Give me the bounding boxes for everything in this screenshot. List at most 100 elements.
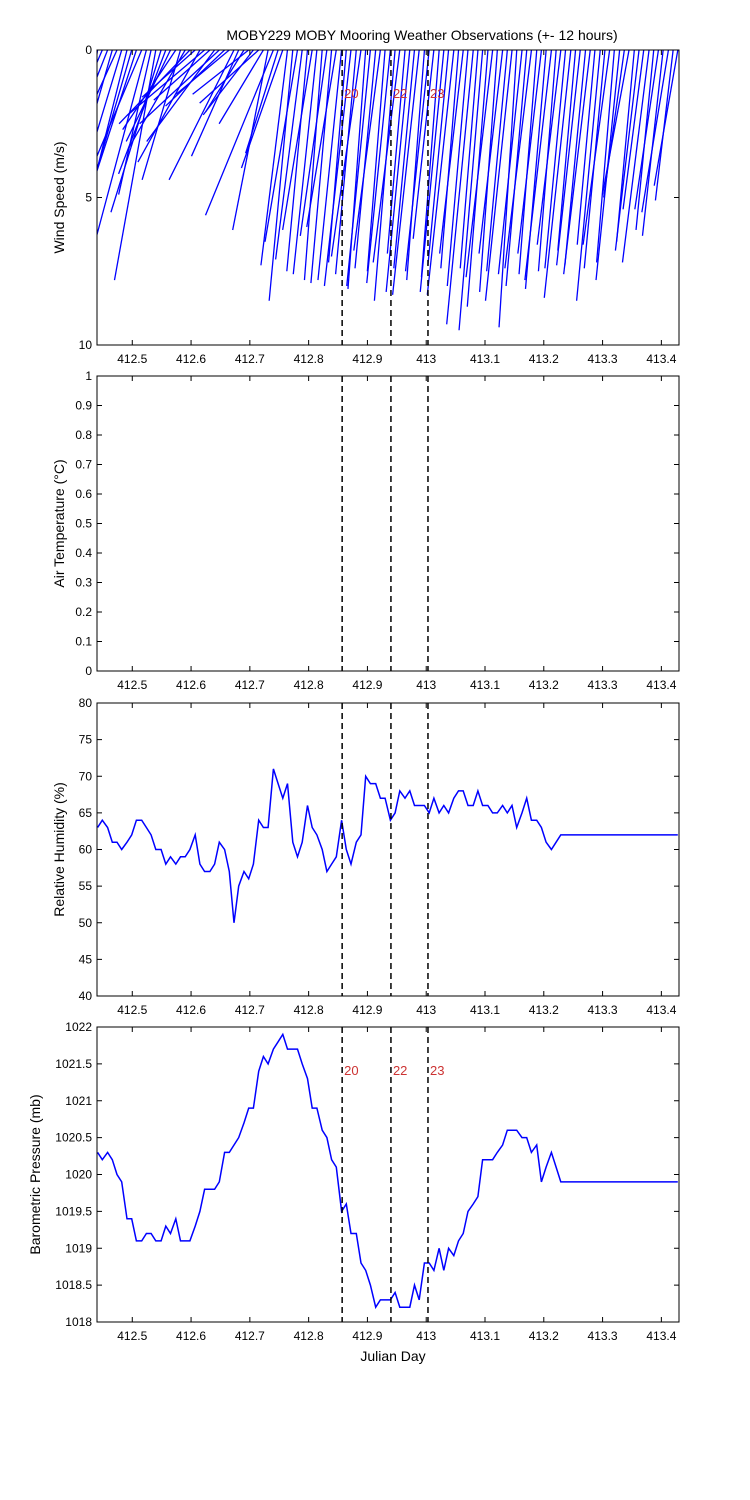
x-tick-label: 412.9 [352,352,382,366]
x-tick-label: 412.9 [352,678,382,692]
wind-vector [504,50,533,269]
wind-vector [110,50,162,213]
plot-area [97,768,678,923]
wind-vector [595,50,615,263]
y-tick-label: 0.1 [75,635,92,649]
y-tick-label: 1020.5 [55,1131,92,1145]
x-tick-label: 413.3 [588,1329,618,1343]
wind-vector [175,50,230,95]
x-tick-label: 412.8 [294,1329,324,1343]
wind-vector [366,50,386,272]
x-tick-label: 412.9 [352,1329,382,1343]
wind-vector [412,50,435,239]
wind-vector [439,50,464,254]
wind-vector [446,50,474,325]
x-tick-label: 412.8 [294,678,324,692]
x-tick-label: 413 [416,1003,436,1017]
y-tick-label: 45 [79,952,93,966]
wind-vector [303,50,323,281]
event-marker-label: 20 [344,1063,358,1078]
wind-vector [264,50,299,242]
x-tick-label: 412.9 [352,1003,382,1017]
wind-vector [614,50,640,251]
wind-vector [122,50,177,131]
x-tick-label: 413.1 [470,678,500,692]
wind-vector [543,50,572,298]
figure-title: MOBY229 MOBY Mooring Weather Observation… [226,27,617,43]
x-tick-label: 413 [416,352,436,366]
x-tick-label: 413.3 [588,678,618,692]
wind-vector [486,50,508,272]
wind-vector [268,50,294,301]
event-marker-label: 23 [430,1063,444,1078]
wind-vector [97,50,113,106]
x-tick-label: 413.2 [529,1003,559,1017]
wind-vector [97,50,143,158]
axes-frame [96,49,680,346]
x-tick-label: 413.2 [529,352,559,366]
wind-vector [524,50,553,281]
y-tick-label: 0.3 [75,576,92,590]
wind-vector [563,50,591,275]
x-tick-label: 412.5 [117,678,147,692]
y-tick-label: 0.9 [75,399,92,413]
y-tick-label: 65 [79,806,93,820]
wind-vector [97,50,99,58]
x-tick-label: 413.1 [470,352,500,366]
wind-vector [419,50,445,292]
x-tick-label: 412.5 [117,1003,147,1017]
wind-vector [544,50,567,269]
x-tick-label: 412.6 [176,1003,206,1017]
y-tick-label: 1020 [65,1168,92,1182]
wind-vector [310,50,333,284]
wind-vector [125,50,172,142]
wind-vector [641,50,670,213]
x-tick-label: 412.6 [176,1329,206,1343]
x-tick-label: 413 [416,1329,436,1343]
wind-vector [141,50,196,98]
x-tick-label: 413.2 [529,678,559,692]
y-tick-label: 0.8 [75,428,92,442]
y-tick-label: 80 [79,696,93,710]
wind-vector [97,50,133,172]
wind-vector [575,50,601,301]
wind-vector [323,50,352,287]
wind-vector [372,50,401,263]
y-tick-label: 0.4 [75,546,92,560]
y-tick-label: 1021.5 [55,1057,92,1071]
x-tick-label: 412.6 [176,352,206,366]
wind-vector [97,50,128,173]
x-tick-label: 413 [416,678,436,692]
x-tick-label: 413.1 [470,1003,500,1017]
wind-vector [244,50,279,154]
wind-vector [458,50,484,331]
y-tick-label: 60 [79,843,93,857]
x-tick-label: 413.3 [588,352,618,366]
wind-vector [564,50,587,266]
wind-vector [505,50,528,287]
x-tick-label: 413.2 [529,1329,559,1343]
wind-vector [168,50,235,181]
y-axis-label: Air Temperature (°C) [51,459,67,587]
wind-vector [127,50,206,116]
wind-vector [260,50,289,266]
wind-vector [484,50,513,301]
y-tick-label: 1021 [65,1094,92,1108]
wind-vector [517,50,543,254]
x-tick-label: 412.5 [117,352,147,366]
wind-vector [190,50,240,157]
wind-vector [653,50,679,186]
series-line [97,768,678,923]
wind-vector [393,50,416,269]
panel-2: 412.5 412.6 412.7 412.8 412.9 413 413.1 413.2 41… [51,369,680,692]
x-tick-label: 412.7 [235,678,265,692]
wind-vector [306,50,337,228]
y-axis-label: Wind Speed (m/s) [51,141,67,253]
wind-vector [576,50,596,245]
axes-frame [96,702,680,997]
x-tick-label: 413.4 [646,1003,676,1017]
wind-vector [299,50,328,236]
x-tick-label: 412.5 [117,1329,147,1343]
wind-vector [317,50,343,281]
wind-vector [478,50,504,254]
